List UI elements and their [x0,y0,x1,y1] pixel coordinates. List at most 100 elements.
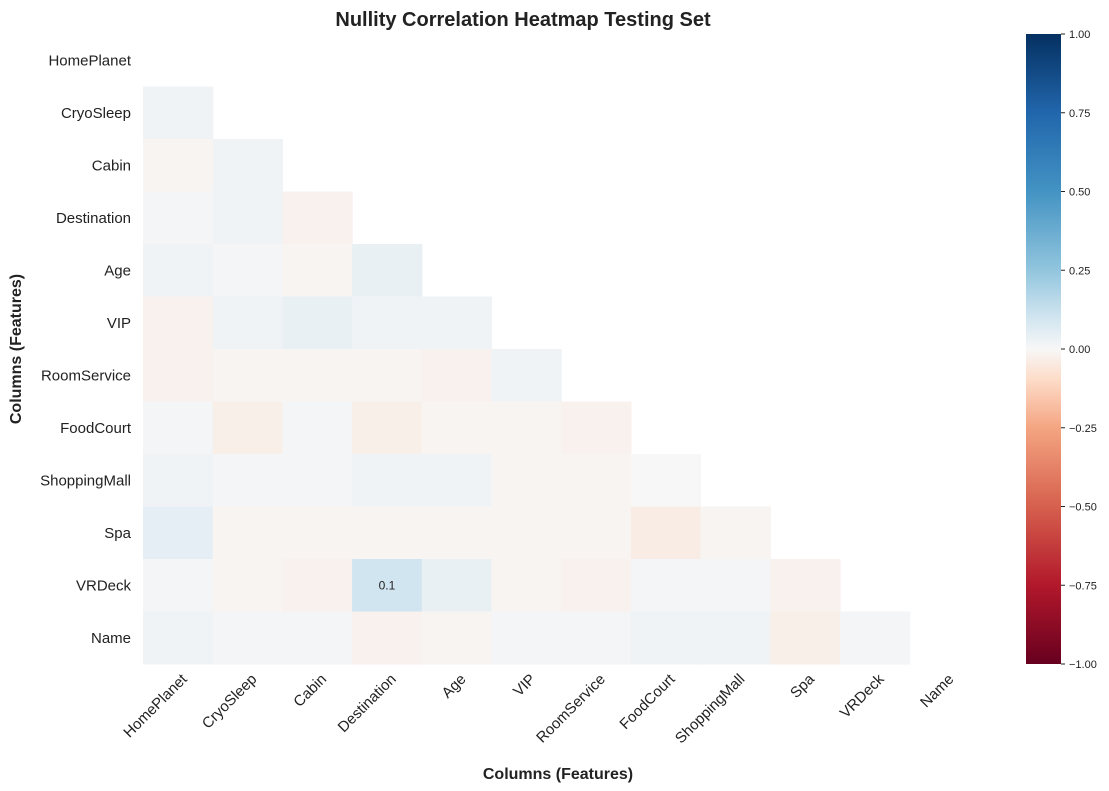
x-tick-label-VRDeck: VRDeck [837,670,888,721]
heatmap-cell-VRDeck-FoodCourt [630,559,702,613]
cell-annotations: 0.1 [379,578,396,592]
colorbar: 1.00 0.75 0.50 0.25 0.00 −0.25 −0.50 −0.75 −1.00 [1026,29,1097,671]
heatmap-cell-ShoppingMall-Cabin [282,454,353,508]
y-tick-labels: HomePlanet CryoSleep Cabin Destination Age VI… [40,52,132,647]
heatmap-cell-ShoppingMall-RoomService [561,454,632,508]
heatmap-cell-VRDeck-Destination [352,559,423,613]
colorbar-tick-label: 0.50 [1069,187,1090,199]
x-tick-label-Name: Name [917,671,957,711]
heatmap-cell-ShoppingMall-VIP [491,454,562,508]
heatmap-cell-Destination-HomePlanet [143,191,214,245]
x-tick-label-Destination: Destination [335,671,400,736]
y-tick-label-Age: Age [104,262,131,279]
heatmap-cell-Age-Destination [352,244,423,298]
x-tick-labels: HomePlanet CryoSleep Cabin Destination Age VI… [120,670,957,747]
heatmap-cell-VRDeck-CryoSleep [212,559,283,613]
heatmap-cell-Spa-Destination [352,506,423,560]
heatmap-cell-VRDeck-Spa [770,559,841,613]
heatmap-cells [143,86,911,665]
colorbar-tick-label: −0.50 [1069,502,1097,514]
heatmap-cell-Name-FoodCourt [630,611,702,665]
heatmap-cell-RoomService-HomePlanet [143,349,214,403]
cell-annotation: 0.1 [379,578,396,592]
y-tick-label-Cabin: Cabin [92,157,131,174]
heatmap-cell-ShoppingMall-CryoSleep [212,454,283,508]
heatmap-cell-ShoppingMall-Age [421,454,493,508]
heatmap-cell-RoomService-Destination [352,349,423,403]
x-tick-label-ShoppingMall: ShoppingMall [672,671,748,747]
chart-title: Nullity Correlation Heatmap Testing Set [335,9,711,31]
heatmap-cell-Spa-Cabin [282,506,353,560]
heatmap-cell-RoomService-Age [421,349,493,403]
heatmap-cell-FoodCourt-HomePlanet [143,401,214,455]
heatmap-cell-Spa-VIP [491,506,562,560]
heatmap-cell-Name-RoomService [561,611,632,665]
heatmap-cell-VRDeck-Cabin [282,559,353,613]
heatmap-cell-FoodCourt-Destination [352,401,423,455]
heatmap-cell-Name-Age [421,611,493,665]
colorbar-tick-label: −0.75 [1069,580,1097,592]
heatmap-cell-CryoSleep-HomePlanet [143,86,214,140]
x-tick-label-Age: Age [439,671,470,702]
heatmap-cell-VRDeck-Age [421,559,493,613]
heatmap-cell-RoomService-Cabin [282,349,353,403]
x-tick-label-Cabin: Cabin [290,671,330,711]
x-tick-label-FoodCourt: FoodCourt [616,670,679,733]
heatmap-cell-Name-Destination [352,611,423,665]
heatmap-cell-FoodCourt-Cabin [282,401,353,455]
heatmap-cell-FoodCourt-CryoSleep [212,401,283,455]
heatmap-cell-Spa-FoodCourt [630,506,702,560]
x-tick-label-HomePlanet: HomePlanet [120,670,191,741]
heatmap-cell-FoodCourt-Age [421,401,493,455]
y-axis-label: Columns (Features) [8,274,25,424]
heatmap-cell-Cabin-CryoSleep [212,139,283,193]
colorbar-tick-label: 0.75 [1069,108,1090,120]
heatmap-cell-RoomService-VIP [491,349,562,403]
heatmap-cell-FoodCourt-RoomService [561,401,632,455]
heatmap-cell-Age-HomePlanet [143,244,214,298]
y-tick-label-FoodCourt: FoodCourt [60,420,132,437]
colorbar-tick-label: 1.00 [1069,29,1090,41]
y-tick-label-HomePlanet: HomePlanet [48,52,131,69]
heatmap-cell-ShoppingMall-Destination [352,454,423,508]
heatmap-cell-VIP-Age [421,296,493,350]
heatmap-cell-VRDeck-ShoppingMall [700,559,771,613]
y-tick-label-ShoppingMall: ShoppingMall [40,472,131,489]
x-tick-label-CryoSleep: CryoSleep [199,671,261,733]
colorbar-tick-label: −0.25 [1069,423,1097,435]
y-tick-label-Name: Name [91,630,131,647]
x-axis-label: Columns (Features) [483,766,633,783]
heatmap-cell-VIP-Destination [352,296,423,350]
heatmap-cell-VIP-Cabin [282,296,353,350]
heatmap-cell-Spa-HomePlanet [143,506,214,560]
heatmap-cell-Name-VRDeck [840,611,911,665]
heatmap-cell-Age-Cabin [282,244,353,298]
heatmap-cell-Spa-Age [421,506,493,560]
y-tick-label-Spa: Spa [104,525,131,542]
x-tick-label-VIP: VIP [510,671,539,700]
heatmap-cell-Destination-CryoSleep [212,191,283,245]
heatmap-cell-Name-HomePlanet [143,611,214,665]
heatmap-cell-Name-ShoppingMall [700,611,771,665]
y-tick-label-CryoSleep: CryoSleep [61,105,131,122]
heatmap-cell-VRDeck-VIP [491,559,562,613]
heatmap-cell-Name-Cabin [282,611,353,665]
y-tick-label-VIP: VIP [107,315,131,332]
heatmap-cell-ShoppingMall-FoodCourt [630,454,702,508]
heatmap-cell-VIP-HomePlanet [143,296,214,350]
heatmap-cell-RoomService-CryoSleep [212,349,283,403]
heatmap-cell-Spa-ShoppingMall [700,506,771,560]
heatmap-cell-VRDeck-HomePlanet [143,559,214,613]
heatmap-cell-Name-CryoSleep [212,611,283,665]
heatmap-cell-Name-VIP [491,611,562,665]
heatmap-cell-Name-Spa [770,611,841,665]
colorbar-tick-label: 0.00 [1069,344,1090,356]
y-tick-label-VRDeck: VRDeck [76,577,132,594]
x-tick-label-RoomService: RoomService [533,671,609,747]
heatmap-cell-ShoppingMall-HomePlanet [143,454,214,508]
heatmap-cell-VIP-CryoSleep [212,296,283,350]
heatmap-cell-FoodCourt-VIP [491,401,562,455]
heatmap-cell-Age-CryoSleep [212,244,283,298]
heatmap-cell-Destination-Cabin [282,191,353,245]
